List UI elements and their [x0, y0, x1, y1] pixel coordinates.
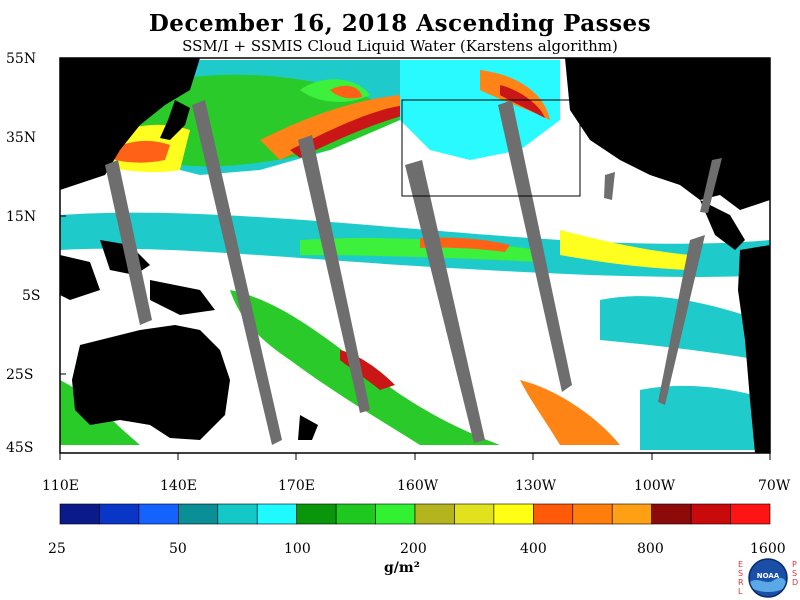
colorbar-tick-label: 100: [284, 541, 311, 557]
map-area: [60, 58, 770, 453]
colorbar-swatch: [572, 503, 613, 525]
colorbar-tick-label: 25: [48, 541, 66, 557]
lat-label: 45S: [6, 440, 34, 456]
colorbar-swatch: [414, 503, 455, 525]
swath-gap: [105, 160, 152, 325]
colorbar-tick-label: 1600: [750, 541, 786, 557]
australia-landmass: [72, 325, 230, 440]
colorbar-tick-label: 400: [520, 541, 547, 557]
new-zealand-landmass: [298, 415, 318, 440]
colorbar-swatch: [651, 503, 692, 525]
colorbar-swatch: [690, 503, 731, 525]
swath-gap: [192, 100, 282, 445]
axis-ticks: [59, 57, 771, 460]
colorbar: [59, 503, 771, 525]
swath-gap: [700, 158, 722, 213]
lat-label: 15N: [6, 209, 37, 225]
lon-label: 170E: [278, 478, 315, 494]
noaa-logo-icon: NOAA: [748, 558, 788, 598]
colorbar-tick-label: 50: [169, 541, 187, 557]
south-america-landmass: [738, 245, 770, 453]
north-america-landmass: [565, 58, 770, 210]
colorbar-swatch: [493, 503, 534, 525]
colorbar-swatch: [138, 503, 179, 525]
swath-gap: [405, 160, 485, 443]
colorbar-swatch: [296, 503, 337, 525]
asia-landmass: [60, 58, 200, 190]
colorbar-tick-label: 800: [637, 541, 664, 557]
colorbar-tick-label: 200: [400, 541, 427, 557]
colorbar-swatch: [178, 503, 219, 525]
page-title: December 16, 2018 Ascending Passes: [148, 10, 652, 37]
japan-landmass: [160, 100, 190, 140]
lat-label: 55N: [6, 51, 37, 67]
colorbar-swatch: [217, 503, 258, 525]
colorbar-swatch: [256, 503, 297, 525]
lat-label: 5S: [22, 288, 41, 304]
colorbar-swatch: [730, 503, 771, 525]
cloud-field: [60, 60, 770, 450]
swath-gap: [498, 100, 572, 392]
new-guinea-landmass: [150, 280, 215, 315]
page-subtitle: SSM/I + SSMIS Cloud Liquid Water (Karste…: [182, 37, 618, 55]
colorbar-swatch: [335, 503, 376, 525]
central-america-landmass: [700, 200, 745, 250]
lon-label: 100W: [634, 478, 676, 494]
lon-label: 130W: [515, 478, 557, 494]
lon-label: 110E: [42, 478, 79, 494]
colorbar-swatch: [375, 503, 416, 525]
lon-label: 160W: [397, 478, 439, 494]
colorbar-swatch: [59, 503, 100, 525]
colorbar-swatch: [454, 503, 495, 525]
colorbar-swatch: [611, 503, 652, 525]
lat-label: 35N: [6, 130, 37, 146]
colorbar-unit-label: g/m²: [384, 560, 420, 576]
lon-label: 70W: [758, 478, 791, 494]
swath-gap: [604, 172, 615, 200]
logo-emblem-text: NOAA: [757, 572, 780, 580]
swath-gap: [298, 135, 370, 413]
colorbar-swatch: [99, 503, 140, 525]
lon-label: 140E: [160, 478, 197, 494]
lat-label: 25S: [6, 367, 34, 383]
sumatra-landmass: [60, 255, 100, 300]
inset-box: [401, 99, 581, 197]
swath-gaps: [105, 100, 722, 445]
colorbar-swatch: [533, 503, 574, 525]
swath-gap: [658, 235, 705, 405]
